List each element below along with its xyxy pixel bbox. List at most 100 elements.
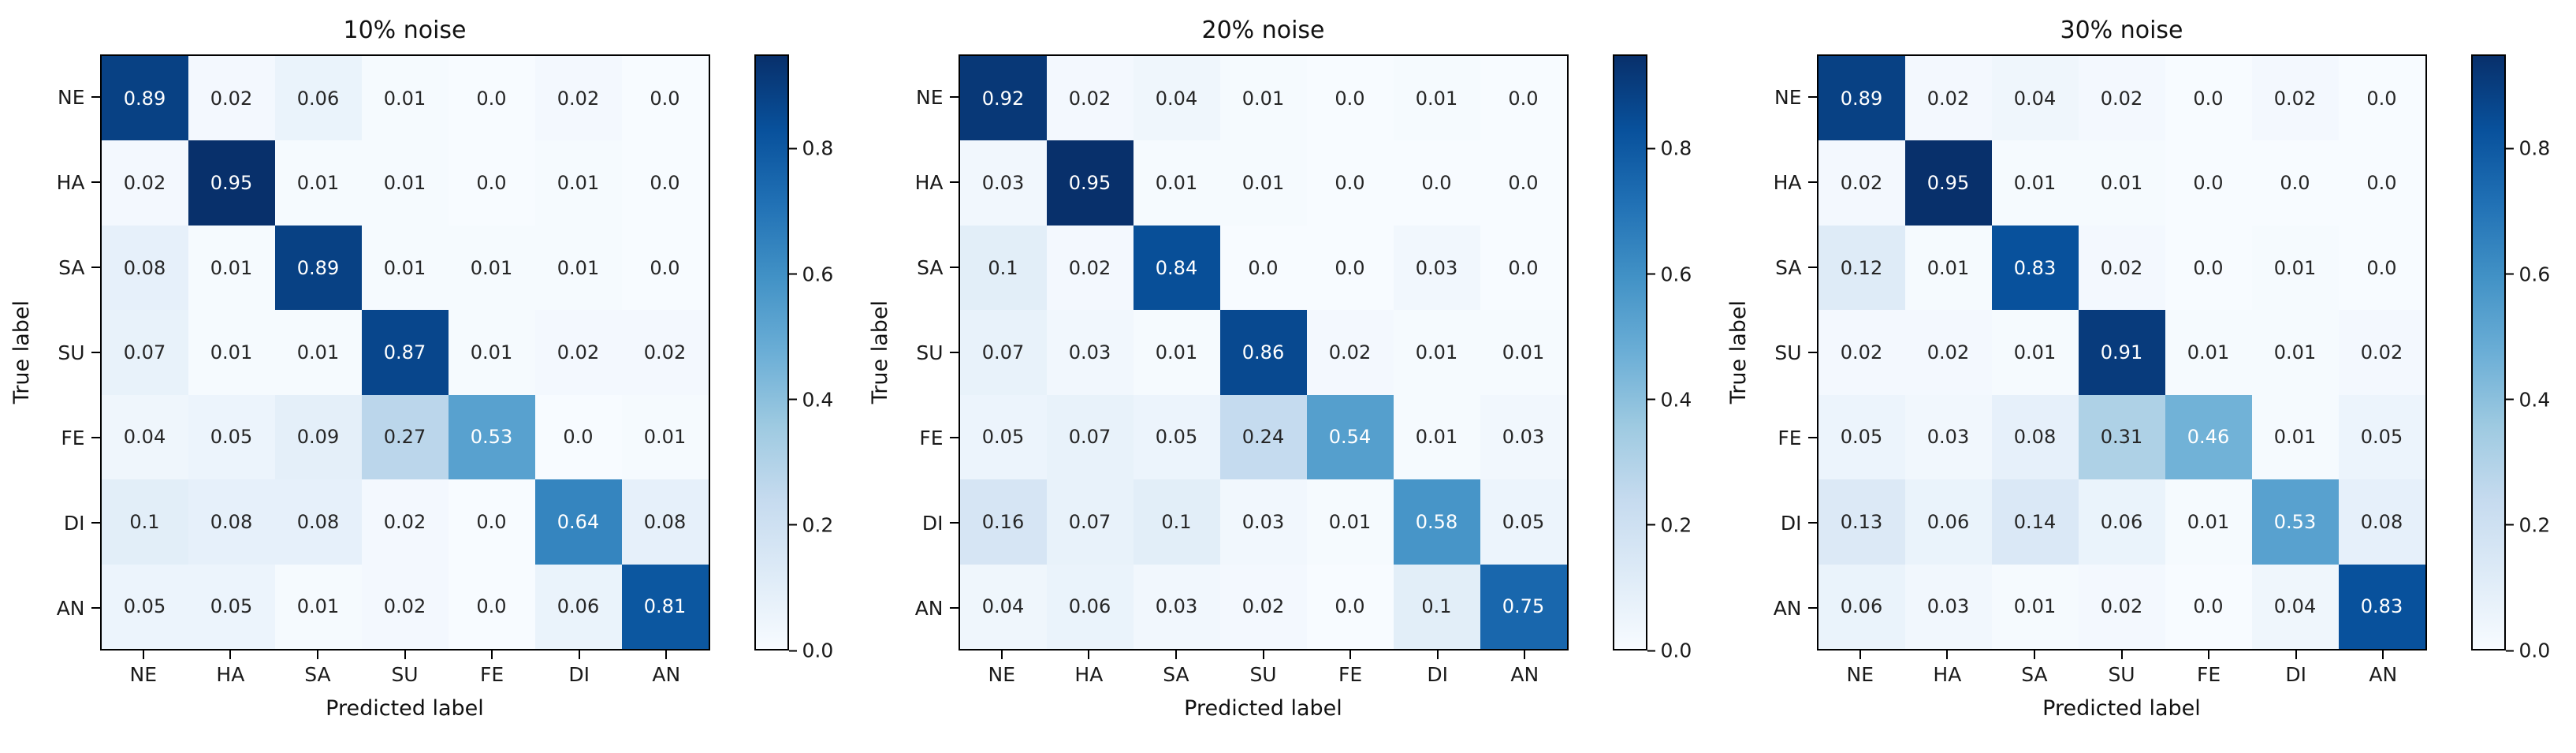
matrix-cell: 0.06 <box>1818 564 1905 649</box>
colorbar-tick-mark <box>788 147 797 150</box>
x-tick-label: FE <box>1338 663 1363 686</box>
matrix-cell: 0.0 <box>2165 564 2252 649</box>
matrix-cell: 0.08 <box>1991 394 2079 480</box>
matrix-cell: 0.02 <box>534 310 622 395</box>
y-tick-label: FE <box>61 426 85 449</box>
y-tick-mark <box>1807 522 1817 524</box>
chart-title: 20% noise <box>1201 17 1325 44</box>
matrix-cell: 0.0 <box>448 140 535 226</box>
x-tick-mark <box>2382 650 2384 659</box>
matrix-cell: 0.0 <box>621 225 709 311</box>
x-tick-mark <box>2120 650 2123 659</box>
matrix-cell: 0.02 <box>1904 310 1992 395</box>
y-tick-HA: HA <box>1755 140 1817 225</box>
matrix-cell: 0.01 <box>448 225 535 311</box>
matrix-cell: 0.0 <box>448 564 535 649</box>
y-tick-label: SU <box>1774 341 1802 364</box>
x-tick-label: SU <box>1249 663 1277 686</box>
matrix-cell: 0.95 <box>1904 140 1992 226</box>
matrix-cell: 0.05 <box>101 564 188 649</box>
y-tick-mark <box>1807 181 1817 183</box>
matrix-cell: 0.89 <box>101 56 188 141</box>
matrix-cell: 0.02 <box>2078 225 2165 311</box>
matrix-cell: 0.04 <box>101 394 188 480</box>
matrix-cell: 0.01 <box>1306 479 1394 565</box>
y-tick-mark <box>91 96 100 98</box>
matrix-cell: 0.02 <box>621 310 709 395</box>
x-tick-label: FE <box>480 663 504 686</box>
matrix-cell: 0.05 <box>2338 394 2425 480</box>
y-tick-mark <box>1807 267 1817 268</box>
colorbar-tick-mark <box>788 398 797 401</box>
x-tick-labels: NE HA SA SU FE DI AN <box>959 650 1569 690</box>
matrix-cell: 0.01 <box>361 225 449 311</box>
y-tick-mark <box>1807 96 1817 98</box>
matrix-cell: 0.05 <box>1480 479 1567 565</box>
x-tick-SA: SA <box>1991 650 2079 690</box>
panel-10-noise: 10% noise True label NE HA SA SU FE DI AN 0.89… <box>0 0 858 753</box>
matrix-cell: 0.81 <box>621 564 709 649</box>
matrix-cell: 0.89 <box>1818 56 1905 141</box>
colorbar-tick-label: 0.6 <box>2518 263 2551 286</box>
y-tick-labels: NE HA SA SU FE DI AN <box>897 54 959 650</box>
matrix-cell: 0.05 <box>188 564 275 649</box>
matrix-cell: 0.0 <box>2165 140 2252 226</box>
colorbar-tick-0.2: 0.2 <box>2505 513 2550 536</box>
colorbar-tick-mark <box>788 273 797 275</box>
matrix-cell: 0.0 <box>2338 225 2425 311</box>
colorbar-wrap: 0.8 0.6 0.4 0.2 0.0 <box>2470 54 2550 662</box>
matrix-cell: 0.01 <box>274 310 362 395</box>
matrix-cell: 0.31 <box>2078 394 2165 480</box>
matrix-cell: 0.02 <box>1818 140 1905 226</box>
y-tick-mark <box>91 267 100 268</box>
matrix-cell: 0.53 <box>2251 479 2339 565</box>
matrix-cell: 0.86 <box>1219 310 1307 395</box>
x-tick-HA: HA <box>187 650 274 690</box>
colorbar-tick-0.8: 0.8 <box>1647 137 1692 160</box>
colorbar: 0.8 0.6 0.4 0.2 0.0 <box>710 54 854 662</box>
matrix-cell: 0.07 <box>1046 394 1134 480</box>
colorbar-tick-label: 0.8 <box>802 136 834 160</box>
matrix-cell: 0.02 <box>1046 56 1134 141</box>
colorbar-tick-mark <box>2505 524 2514 526</box>
matrix-cell: 0.01 <box>2078 140 2165 226</box>
x-tick-label: SA <box>2021 663 2048 686</box>
matrix-cell: 0.75 <box>1480 564 1567 649</box>
matrix-cell: 0.1 <box>1393 564 1480 649</box>
y-tick-label: SU <box>58 341 85 364</box>
colorbar-gradient <box>1612 54 1647 650</box>
colorbar-tick-label: 0.0 <box>802 639 834 662</box>
matrix-cell: 0.02 <box>1904 56 1992 141</box>
y-tick-label: FE <box>919 426 944 449</box>
matrix-cell: 0.1 <box>959 225 1047 311</box>
heatmap-matrix: 0.92 0.02 0.04 0.01 0.0 0.01 0.0 0.03 0.95 0.01 0.… <box>958 54 1569 650</box>
y-tick-SU: SU <box>897 310 959 395</box>
matrix-cell: 0.06 <box>1046 564 1134 649</box>
matrix-cell: 0.0 <box>1219 225 1307 311</box>
y-tick-label: HA <box>1773 170 1802 194</box>
x-tick-DI: DI <box>535 650 623 690</box>
matrix-cell: 0.05 <box>1133 394 1220 480</box>
colorbar-tick-mark <box>1647 147 1655 150</box>
colorbar-tick-label: 0.6 <box>1660 263 1692 286</box>
x-tick-label: HA <box>216 663 245 686</box>
matrix-cell: 0.08 <box>101 225 188 311</box>
x-tick-HA: HA <box>1904 650 1991 690</box>
matrix-cell: 0.0 <box>1306 140 1394 226</box>
matrix-cell: 0.06 <box>2078 479 2165 565</box>
y-tick-mark <box>949 437 959 438</box>
y-tick-label: DI <box>921 511 944 535</box>
x-axis-label: Predicted label <box>326 696 484 721</box>
colorbar-tick-mark <box>1647 398 1655 401</box>
x-tick-NE: NE <box>959 650 1046 690</box>
colorbar-tick-mark <box>2505 147 2514 150</box>
y-tick-label: AN <box>56 596 85 620</box>
colorbar-tick-mark <box>1647 273 1655 275</box>
panel-20-noise: 20% noise True label NE HA SA SU FE DI AN 0.92… <box>858 0 1717 753</box>
x-tick-labels: NE HA SA SU FE DI AN <box>100 650 710 690</box>
y-tick-mark <box>91 181 100 183</box>
x-tick-mark <box>142 650 144 659</box>
x-tick-label: AN <box>1510 663 1539 686</box>
matrix-cell: 0.83 <box>2338 564 2425 649</box>
matrix-cell: 0.01 <box>188 225 275 311</box>
